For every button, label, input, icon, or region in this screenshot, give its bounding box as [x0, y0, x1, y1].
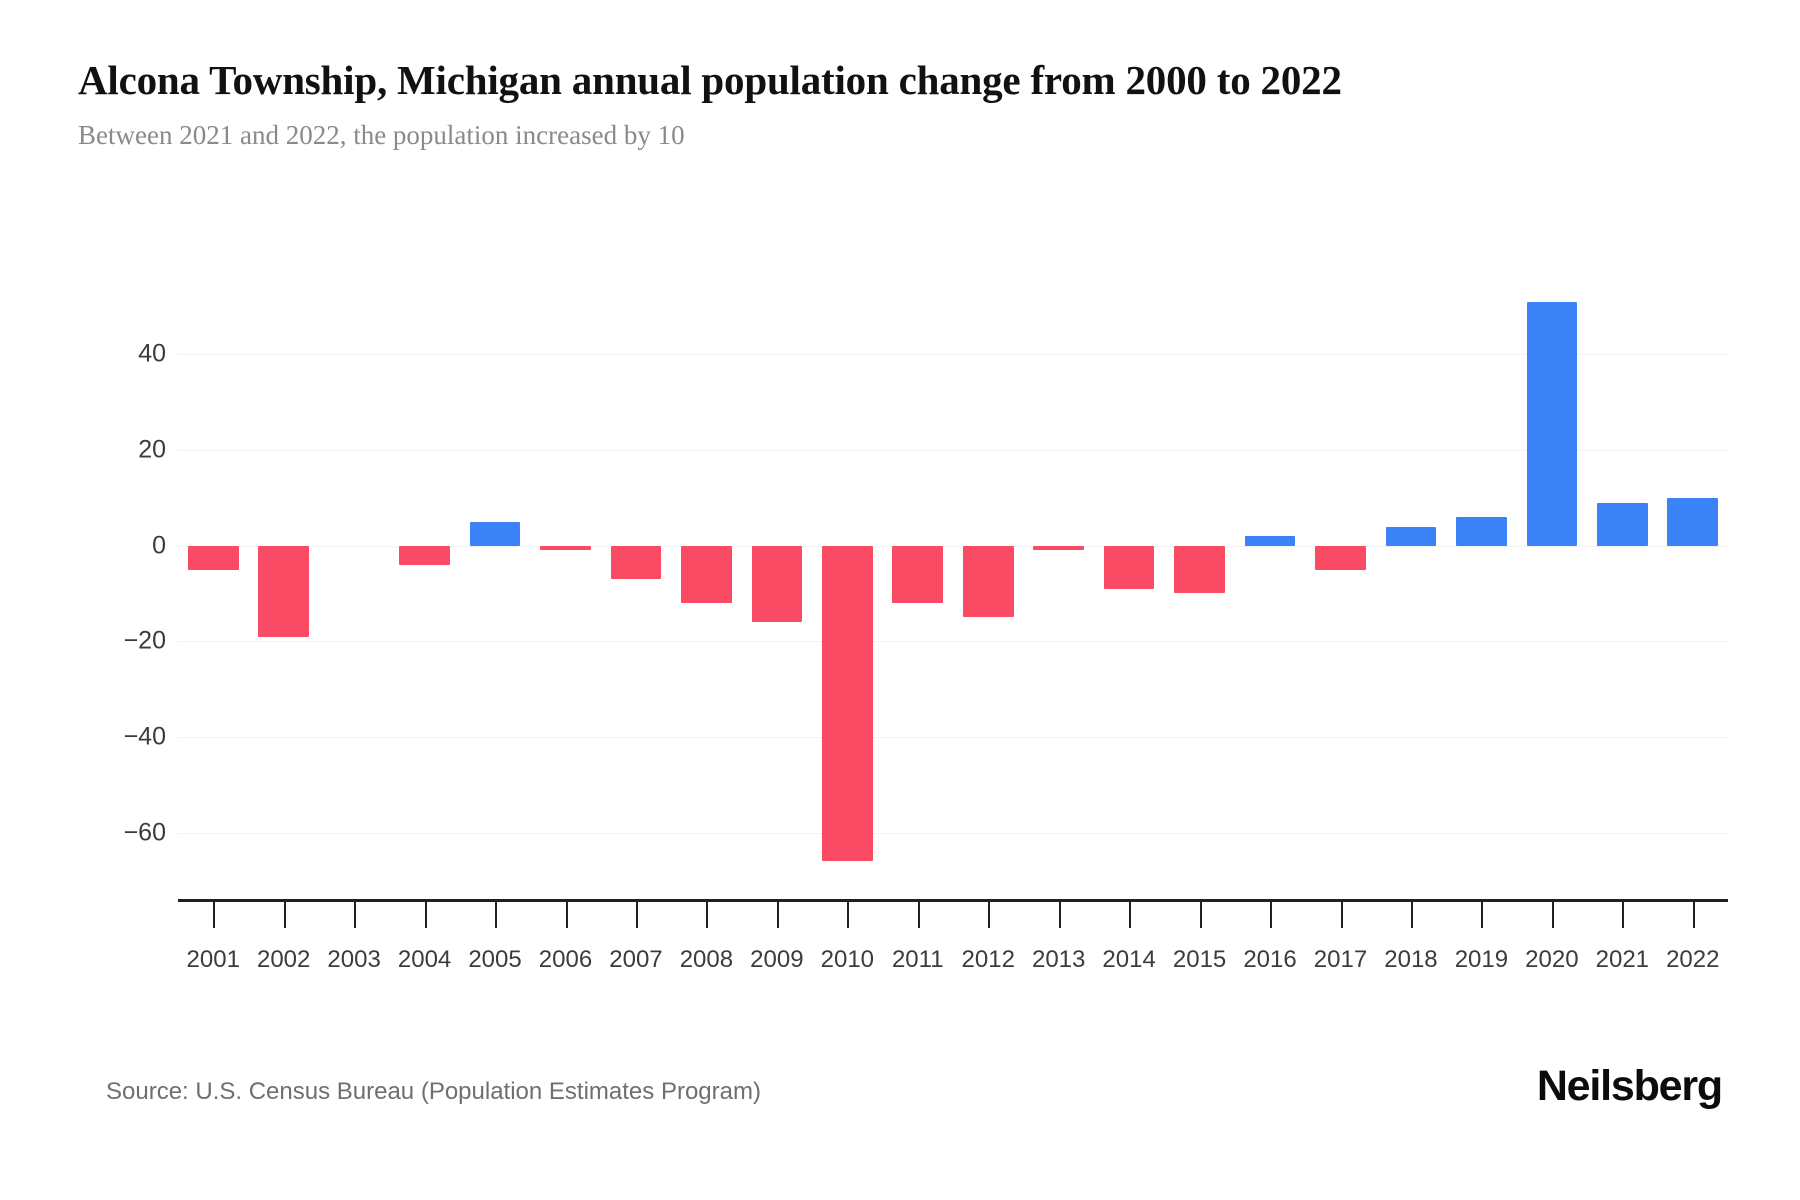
- x-axis-label-2008: 2008: [679, 946, 734, 973]
- x-axis-tick-mark: [424, 902, 427, 928]
- y-axis-tick-label: −60: [123, 818, 166, 847]
- y-axis-tick-label: 40: [138, 339, 166, 368]
- x-axis-label-2005: 2005: [468, 946, 522, 973]
- gridline: [178, 354, 1728, 356]
- x-axis-tick-mark: [1340, 902, 1343, 928]
- x-axis-tick-mark: [1270, 902, 1273, 928]
- bar-2019[interactable]: [1456, 516, 1507, 546]
- x-axis-label-2002: 2002: [256, 946, 311, 973]
- gridline: [178, 737, 1728, 738]
- zero-gridline: [178, 545, 1728, 547]
- y-axis-tick-label: −40: [123, 722, 166, 751]
- bar-2016[interactable]: [1244, 536, 1296, 546]
- x-axis-label-2001: 2001: [186, 946, 240, 973]
- x-axis-label-2003: 2003: [327, 946, 381, 973]
- gridline: [178, 832, 1728, 834]
- page-title: Alcona Township, Michigan annual populat…: [78, 57, 1342, 103]
- x-axis-label-2015: 2015: [1172, 946, 1227, 973]
- x-axis-label-2017: 2017: [1313, 946, 1368, 973]
- x-axis-label-2019: 2019: [1454, 946, 1509, 973]
- x-axis-tick-mark: [213, 902, 216, 928]
- bar-2015[interactable]: [1174, 545, 1225, 594]
- x-axis-tick-mark: [1058, 902, 1061, 928]
- x-axis-label-2012: 2012: [961, 946, 1015, 973]
- x-axis-tick-mark: [354, 902, 357, 928]
- x-axis-tick-mark: [283, 902, 286, 928]
- gridline: [178, 450, 1728, 451]
- x-axis-line: [178, 899, 1728, 902]
- bar-2020[interactable]: [1526, 301, 1578, 546]
- x-axis-label-2010: 2010: [820, 946, 875, 973]
- x-axis-tick-mark: [1692, 902, 1695, 928]
- x-axis-label-2004: 2004: [397, 946, 452, 973]
- x-axis-label-2013: 2013: [1031, 946, 1086, 973]
- x-axis-tick-mark: [1410, 902, 1413, 928]
- x-axis-tick-mark: [1551, 902, 1554, 928]
- y-axis-tick-label: 20: [138, 435, 166, 464]
- x-axis-label-2020: 2020: [1525, 946, 1579, 973]
- bar-2001[interactable]: [187, 545, 239, 570]
- x-axis-label-2007: 2007: [609, 946, 663, 973]
- brand-logo: Neilsberg: [1536, 1062, 1723, 1110]
- bar-2017[interactable]: [1315, 545, 1366, 570]
- x-axis-tick-mark: [776, 902, 779, 928]
- bar-2012[interactable]: [962, 545, 1014, 618]
- x-axis-tick-mark: [1199, 902, 1202, 928]
- bar-2005[interactable]: [469, 521, 521, 546]
- x-axis-label-2021: 2021: [1595, 946, 1650, 973]
- gridline: [178, 641, 1728, 643]
- bar-2010[interactable]: [821, 545, 873, 862]
- bar-2007[interactable]: [610, 545, 662, 580]
- x-axis-label-2022: 2022: [1666, 946, 1720, 973]
- page-subtitle: Between 2021 and 2022, the population in…: [78, 120, 685, 150]
- y-axis-tick-label: 0: [152, 531, 166, 560]
- x-axis-label-2018: 2018: [1384, 946, 1438, 973]
- x-axis-label-2014: 2014: [1102, 946, 1156, 973]
- x-axis-tick-mark: [917, 902, 920, 928]
- bar-2002[interactable]: [258, 545, 310, 637]
- bar-2021[interactable]: [1596, 502, 1648, 546]
- x-axis-tick-mark: [706, 902, 709, 928]
- x-axis-tick-mark: [495, 902, 498, 928]
- x-axis-tick-mark: [847, 902, 850, 928]
- bar-2014[interactable]: [1103, 545, 1155, 589]
- x-axis-label-2006: 2006: [538, 946, 593, 973]
- x-axis-tick-mark: [635, 902, 638, 928]
- x-axis-label-2009: 2009: [750, 946, 804, 973]
- x-axis-tick-mark: [1481, 902, 1484, 928]
- x-axis-tick-mark: [1622, 902, 1625, 928]
- bar-2011[interactable]: [892, 545, 944, 604]
- source-note: Source: U.S. Census Bureau (Population E…: [106, 1078, 761, 1105]
- x-axis-label-2016: 2016: [1243, 946, 1297, 973]
- x-axis-tick-mark: [565, 902, 568, 928]
- bar-2006[interactable]: [540, 545, 591, 551]
- bar-2013[interactable]: [1033, 545, 1085, 551]
- bar-2004[interactable]: [399, 545, 450, 565]
- x-axis-label-2011: 2011: [891, 946, 944, 973]
- bar-2009[interactable]: [751, 545, 803, 623]
- bar-2018[interactable]: [1385, 526, 1437, 546]
- x-axis-tick-mark: [1129, 902, 1132, 928]
- y-axis-tick-label: −20: [123, 626, 166, 655]
- bar-2022[interactable]: [1667, 497, 1719, 546]
- bar-2008[interactable]: [681, 545, 732, 604]
- x-axis-tick-mark: [988, 902, 991, 928]
- plot-area: 40 20 0 −20 −40 −60: [124, 250, 1728, 900]
